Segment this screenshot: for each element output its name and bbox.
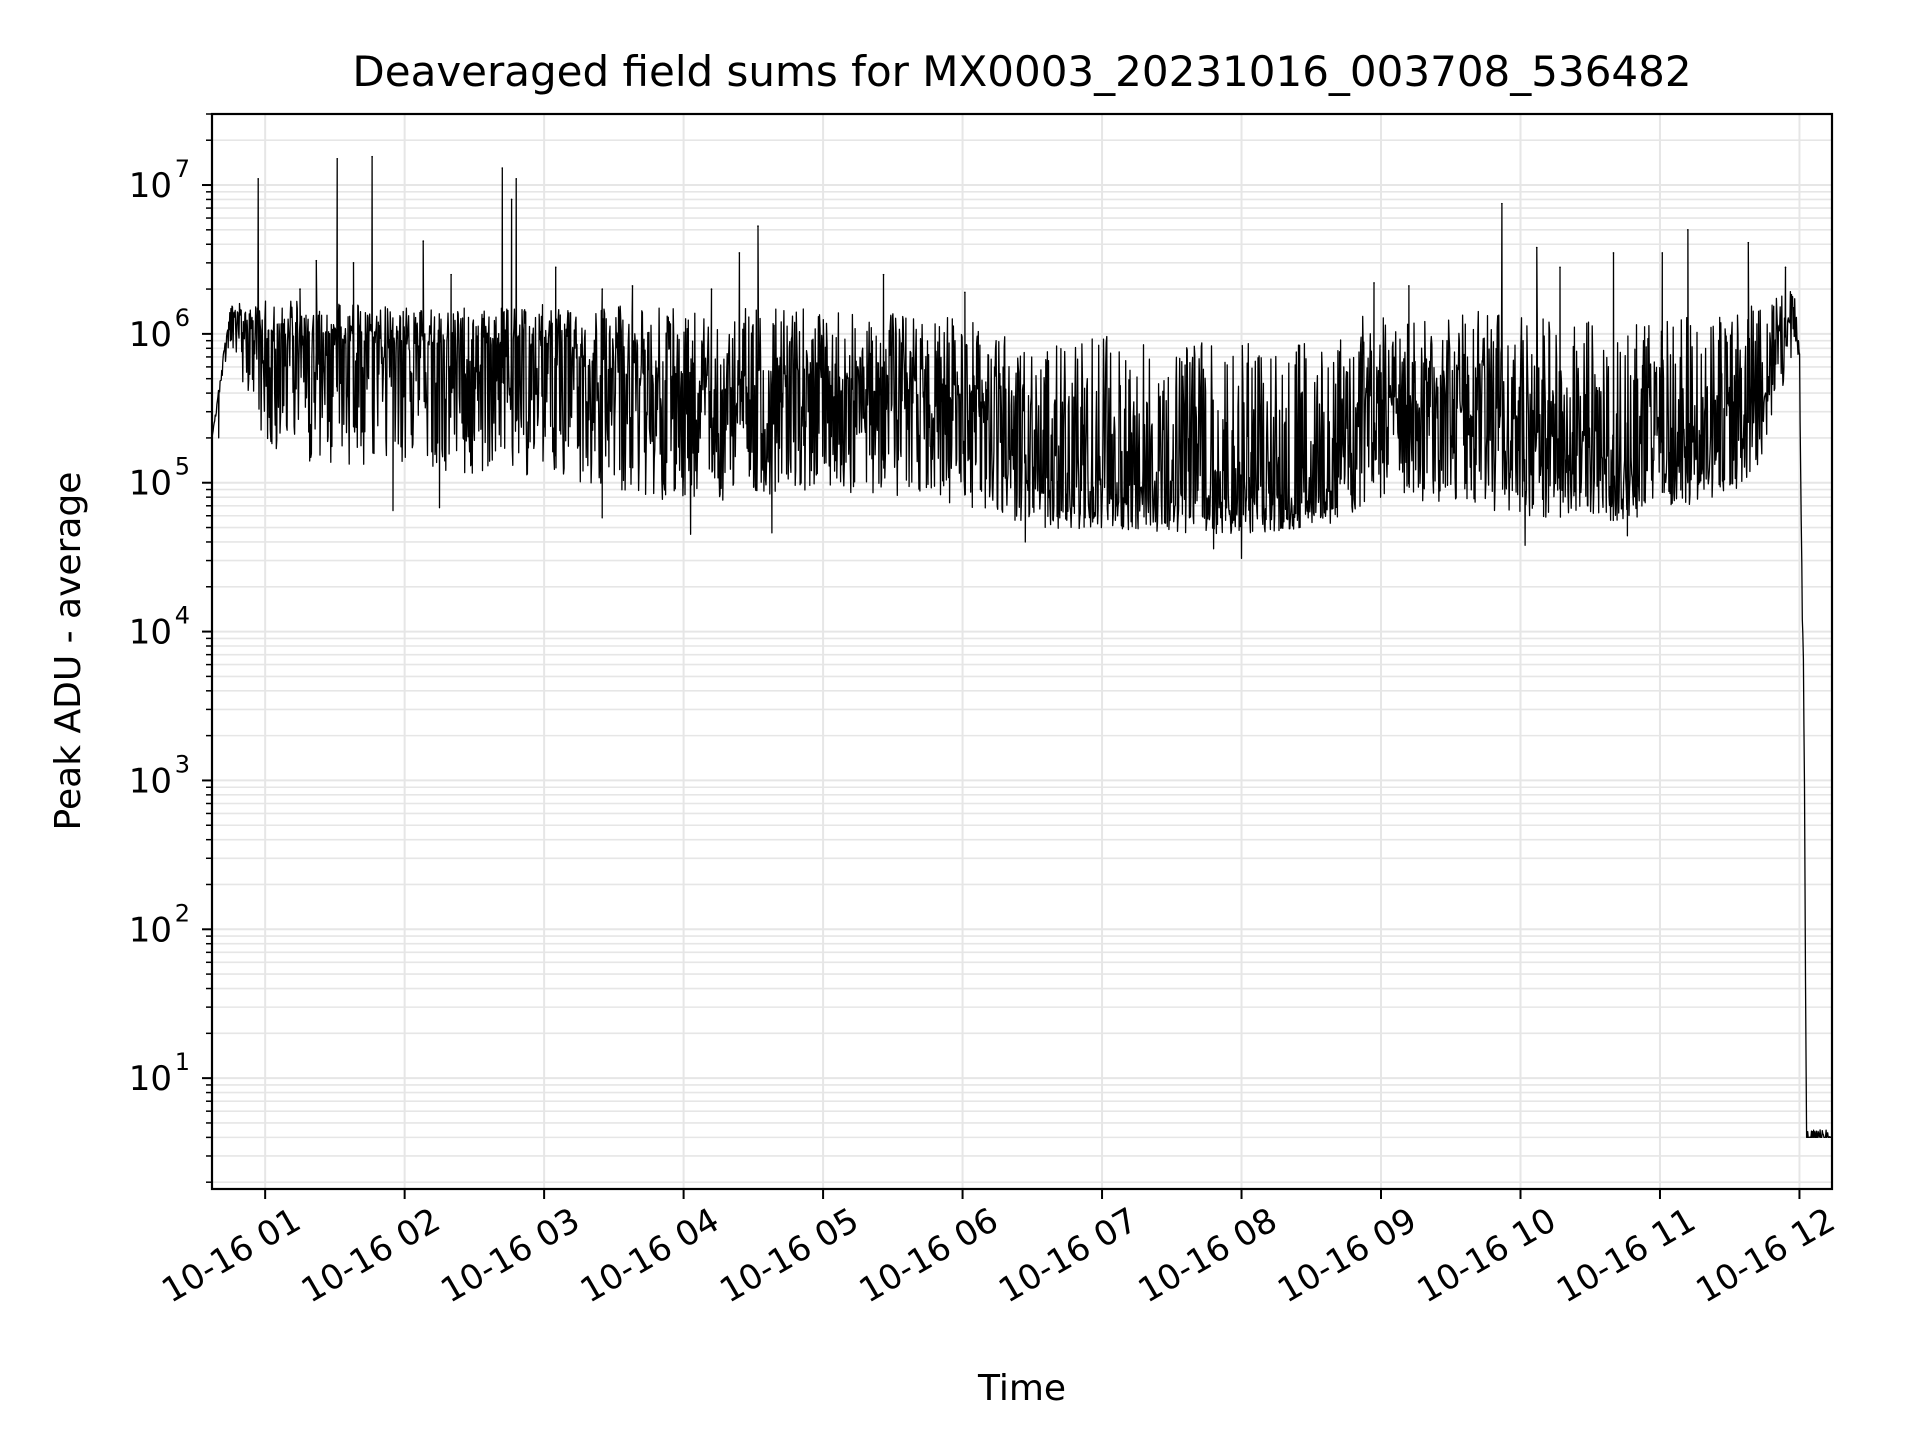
y-tick-base: 10 (129, 464, 172, 504)
y-tick-label: 10 (129, 761, 172, 801)
spike-point (601, 288, 604, 290)
x-axis-label: Time (977, 1368, 1066, 1409)
spike-point (510, 198, 513, 201)
spike-point (1747, 241, 1750, 244)
spike-point (882, 273, 885, 276)
plot-frame (210, 112, 1834, 1191)
spike-point (1535, 246, 1538, 249)
y-tick-label: 10 (129, 910, 172, 950)
y-tick-base: 10 (129, 1059, 172, 1099)
spike-point (299, 288, 301, 290)
spike-point (1784, 266, 1787, 269)
series-line-group (212, 155, 1832, 1139)
y-tick-label: 10 (129, 1059, 172, 1099)
y-axis-label: Peak ADU - average (48, 472, 89, 831)
y-tick-exponent: 3 (175, 750, 190, 778)
spike-point (1612, 252, 1615, 254)
y-tick-base: 10 (129, 315, 172, 355)
y-tick-label: 10 (129, 464, 172, 504)
spike-point (257, 178, 259, 180)
y-tick-label: 10 (129, 613, 172, 653)
y-tick-label: 10 (129, 315, 172, 355)
y-tick-label: 10 (129, 166, 172, 206)
y-tick-exponent: 1 (175, 1048, 190, 1076)
y-tick-exponent: 6 (175, 304, 190, 332)
y-tick-exponent: 4 (175, 602, 190, 630)
spike-point (1373, 282, 1375, 284)
y-tick-exponent: 7 (175, 155, 190, 183)
spike-point (738, 252, 741, 254)
spike-point (422, 240, 425, 242)
spike-point (352, 262, 355, 264)
y-tick-exponent: 2 (175, 899, 190, 927)
spike-point (631, 285, 634, 287)
y-tick-base: 10 (129, 910, 172, 950)
spike-point (501, 167, 504, 169)
y-tick-base: 10 (129, 613, 172, 653)
spike-point (336, 158, 339, 160)
spike-point (1661, 252, 1664, 254)
spike-point (1501, 202, 1503, 205)
grid-lines (212, 113, 1832, 1189)
spike-point (964, 291, 966, 294)
spike-point (1559, 266, 1561, 269)
y-tick-exponent: 5 (175, 453, 190, 481)
y-tick-base: 10 (129, 166, 172, 206)
series-line (212, 156, 1832, 1139)
spike-point (554, 266, 557, 269)
spike-point (315, 259, 318, 262)
chart-title: Deaveraged field sums for MX0003_2023101… (352, 47, 1691, 96)
spike-point (515, 178, 518, 180)
spike-point (710, 288, 713, 290)
spike-point (757, 225, 759, 227)
spike-point (450, 273, 452, 276)
spike-point (371, 155, 373, 158)
y-tick-base: 10 (129, 761, 172, 801)
spike-point (1408, 285, 1410, 287)
spike-point (1687, 229, 1689, 231)
